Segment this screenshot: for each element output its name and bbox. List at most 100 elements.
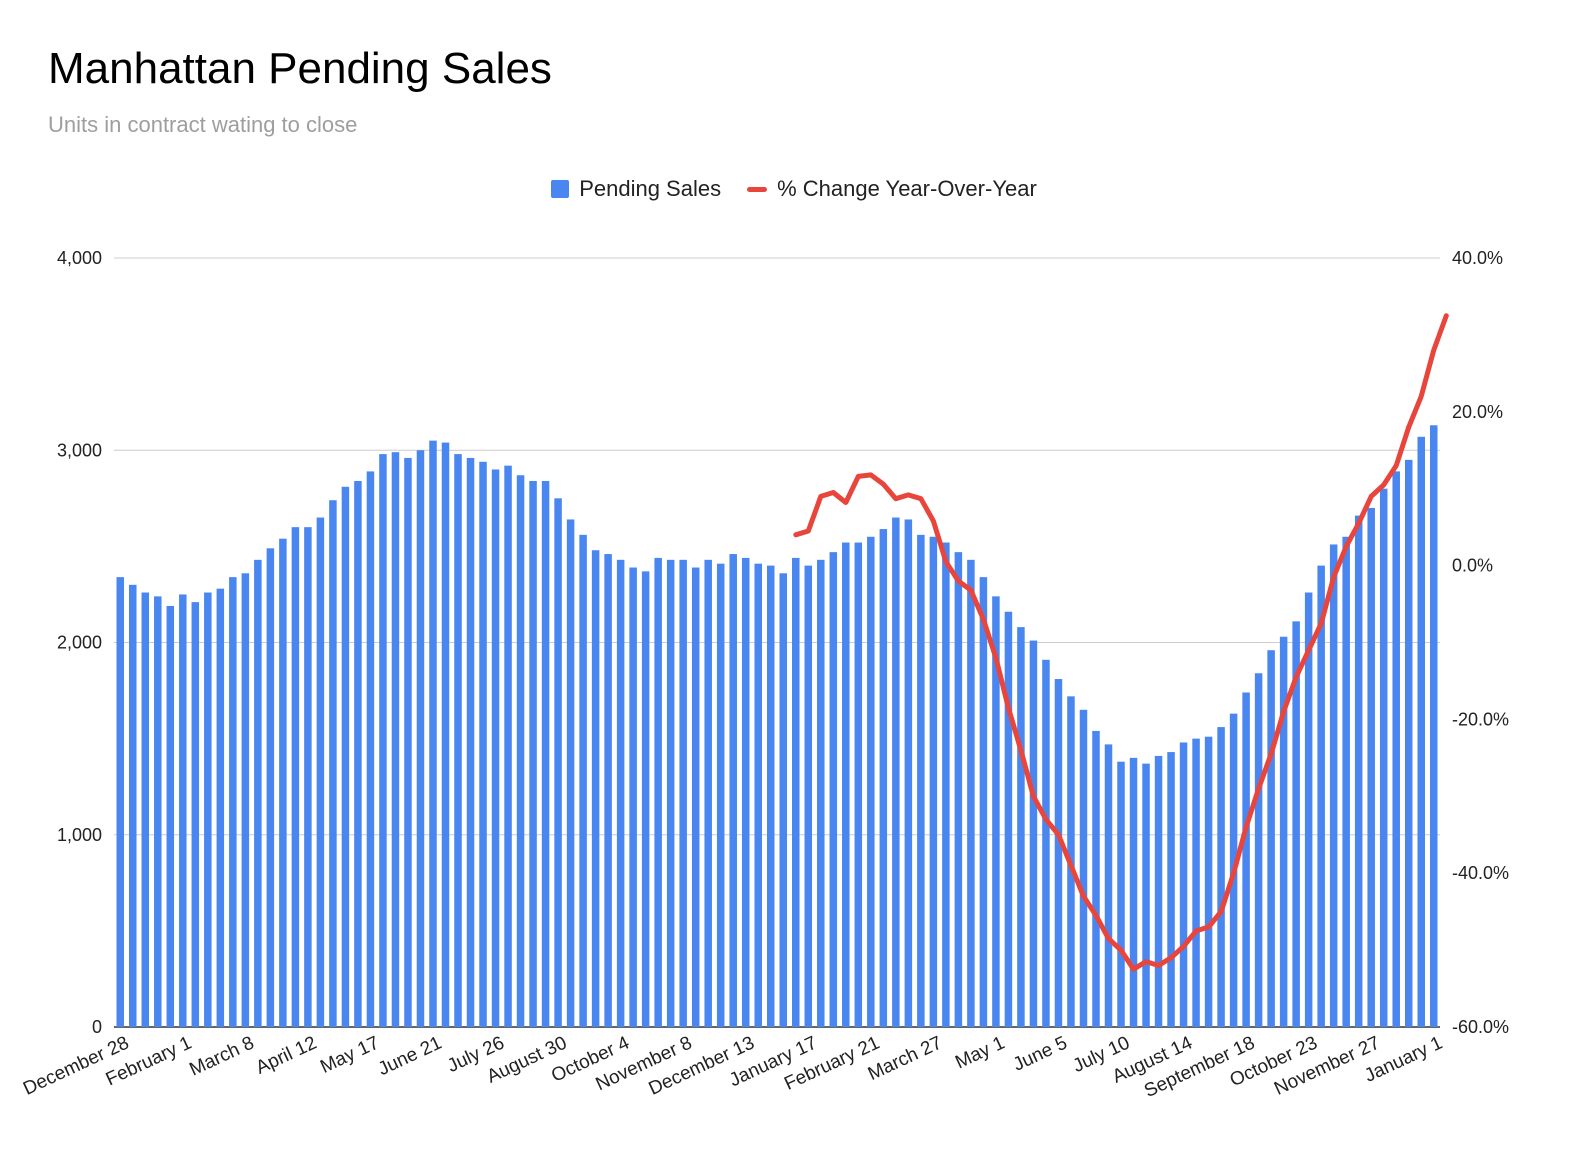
bar-pending-sales[interactable] <box>1092 730 1100 1027</box>
bar-pending-sales[interactable] <box>1329 544 1338 1027</box>
bar-pending-sales[interactable] <box>1379 488 1388 1027</box>
bar-pending-sales[interactable] <box>304 527 312 1027</box>
bar-pending-sales[interactable] <box>629 567 637 1027</box>
bar-pending-sales[interactable] <box>1392 471 1400 1028</box>
bar-pending-sales[interactable] <box>1279 636 1288 1027</box>
bar-pending-sales[interactable] <box>1079 709 1088 1027</box>
bar-pending-sales[interactable] <box>566 519 575 1027</box>
bar-pending-sales[interactable] <box>279 538 287 1027</box>
bar-pending-sales[interactable] <box>1029 640 1038 1027</box>
bar-pending-sales[interactable] <box>867 536 875 1027</box>
bar-pending-sales[interactable] <box>554 498 562 1027</box>
bar-pending-sales[interactable] <box>854 542 863 1027</box>
bar-pending-sales[interactable] <box>329 500 337 1027</box>
bar-pending-sales[interactable] <box>216 588 225 1027</box>
bar-pending-sales[interactable] <box>892 517 900 1027</box>
bar-pending-sales[interactable] <box>591 550 600 1027</box>
bar-pending-sales[interactable] <box>1404 459 1413 1027</box>
bar-pending-sales[interactable] <box>679 559 687 1027</box>
bar-pending-sales[interactable] <box>229 577 237 1027</box>
bar-pending-sales[interactable] <box>204 592 212 1027</box>
bar-pending-sales[interactable] <box>1042 659 1050 1027</box>
bar-pending-sales[interactable] <box>716 563 725 1027</box>
bar-pending-sales[interactable] <box>929 536 938 1027</box>
bar-pending-sales[interactable] <box>479 461 487 1027</box>
bar-pending-sales[interactable] <box>741 557 750 1027</box>
bar-pending-sales[interactable] <box>579 534 587 1027</box>
bar-pending-sales[interactable] <box>404 457 412 1027</box>
bar-pending-sales[interactable] <box>779 573 788 1027</box>
bar-pending-sales[interactable] <box>141 592 150 1027</box>
bar-pending-sales[interactable] <box>129 584 137 1027</box>
bar-pending-sales[interactable] <box>529 481 537 1027</box>
bar-pending-sales[interactable] <box>191 602 200 1027</box>
bar-pending-sales[interactable] <box>1354 515 1363 1027</box>
bar-pending-sales[interactable] <box>1117 761 1125 1027</box>
bar-pending-sales[interactable] <box>954 552 963 1027</box>
bar-pending-sales[interactable] <box>942 542 950 1027</box>
bar-pending-sales[interactable] <box>842 542 850 1027</box>
bar-pending-sales[interactable] <box>1054 679 1063 1027</box>
bar-pending-sales[interactable] <box>1317 565 1325 1027</box>
bar-pending-sales[interactable] <box>1367 507 1375 1027</box>
bar-pending-sales[interactable] <box>1342 536 1350 1027</box>
bar-pending-sales[interactable] <box>804 565 813 1027</box>
bar-pending-sales[interactable] <box>754 563 762 1027</box>
bar-pending-sales[interactable] <box>391 452 400 1027</box>
bar-pending-sales[interactable] <box>1304 592 1313 1027</box>
bar-pending-sales[interactable] <box>366 471 375 1028</box>
bar-pending-sales[interactable] <box>379 454 387 1028</box>
bar-pending-sales[interactable] <box>1204 736 1213 1027</box>
bar-pending-sales[interactable] <box>1154 755 1163 1027</box>
bar-pending-sales[interactable] <box>516 475 525 1027</box>
bar-pending-sales[interactable] <box>354 481 362 1027</box>
bar-pending-sales[interactable] <box>904 519 913 1027</box>
bar-pending-sales[interactable] <box>1104 744 1113 1027</box>
bar-pending-sales[interactable] <box>1142 763 1150 1027</box>
bar-pending-sales[interactable] <box>1179 742 1188 1027</box>
legend-item-yoy-change[interactable]: % Change Year-Over-Year <box>747 176 1037 202</box>
bar-pending-sales[interactable] <box>179 594 187 1027</box>
line-yoy-change[interactable] <box>793 313 1449 972</box>
bar-pending-sales[interactable] <box>1254 673 1263 1027</box>
bar-pending-sales[interactable] <box>266 548 275 1027</box>
bar-pending-sales[interactable] <box>616 559 625 1027</box>
bar-pending-sales[interactable] <box>1267 650 1275 1027</box>
bar-pending-sales[interactable] <box>666 559 675 1027</box>
bar-pending-sales[interactable] <box>1242 692 1250 1027</box>
bar-pending-sales[interactable] <box>1217 727 1225 1027</box>
bar-pending-sales[interactable] <box>1429 425 1438 1027</box>
bar-pending-sales[interactable] <box>241 573 250 1027</box>
bar-pending-sales[interactable] <box>254 559 262 1027</box>
bar-pending-sales[interactable] <box>541 481 550 1027</box>
legend-item-pending-sales[interactable]: Pending Sales <box>551 176 721 202</box>
bar-pending-sales[interactable] <box>441 442 450 1027</box>
bar-pending-sales[interactable] <box>879 529 888 1027</box>
bar-pending-sales[interactable] <box>766 565 775 1027</box>
bar-pending-sales[interactable] <box>1129 757 1138 1027</box>
bar-pending-sales[interactable] <box>116 577 125 1027</box>
bar-pending-sales[interactable] <box>1417 436 1425 1028</box>
bar-pending-sales[interactable] <box>967 559 975 1027</box>
bar-pending-sales[interactable] <box>654 557 662 1027</box>
bar-pending-sales[interactable] <box>641 571 650 1027</box>
bar-pending-sales[interactable] <box>166 605 175 1027</box>
bar-pending-sales[interactable] <box>341 486 350 1028</box>
bar-pending-sales[interactable] <box>1017 627 1025 1027</box>
bar-pending-sales[interactable] <box>917 534 925 1027</box>
bar-pending-sales[interactable] <box>691 567 700 1027</box>
bar-pending-sales[interactable] <box>466 457 475 1027</box>
bar-pending-sales[interactable] <box>992 596 1000 1027</box>
bar-pending-sales[interactable] <box>829 552 838 1027</box>
bar-pending-sales[interactable] <box>154 596 162 1027</box>
bar-pending-sales[interactable] <box>729 554 737 1027</box>
bar-pending-sales[interactable] <box>604 554 612 1027</box>
bar-pending-sales[interactable] <box>1192 738 1200 1027</box>
bar-pending-sales[interactable] <box>416 450 425 1027</box>
bar-pending-sales[interactable] <box>291 527 300 1027</box>
bar-pending-sales[interactable] <box>704 559 712 1027</box>
bar-pending-sales[interactable] <box>979 577 988 1027</box>
bar-pending-sales[interactable] <box>792 557 800 1027</box>
bar-pending-sales[interactable] <box>316 517 325 1027</box>
bar-pending-sales[interactable] <box>454 454 462 1028</box>
